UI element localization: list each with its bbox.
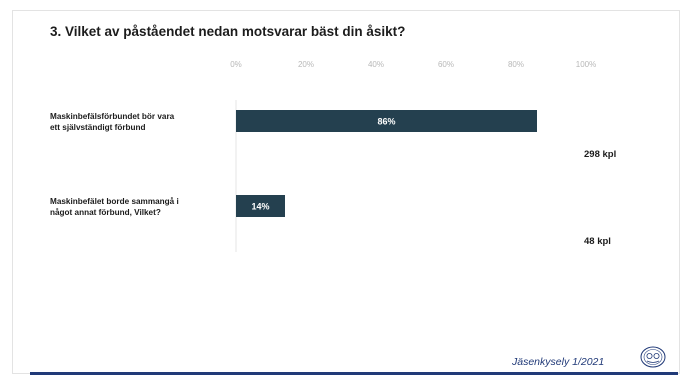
data-label: 86% [377,117,395,127]
category-label: ett självständigt förbund [50,123,146,132]
x-tick-label: 100% [576,60,596,69]
category-label: Maskinbefälsförbundet bör vara [50,112,175,121]
page-title: 3. Vilket av påståendet nedan motsvarar … [50,24,406,39]
footer-survey-label: Jäsenkysely 1/2021 [512,356,605,368]
data-label: 14% [251,202,269,212]
category-label: något annat förbund, Vilket? [50,207,161,217]
x-tick-label: 40% [368,60,384,69]
response-count: 298 kpl [584,149,616,160]
x-tick-label: 80% [508,60,524,69]
union-emblem-icon [640,346,666,368]
x-tick-label: 20% [298,60,314,69]
bar [236,195,285,217]
footer-divider [30,372,678,375]
x-tick-label: 60% [438,60,454,69]
bar [236,110,537,132]
response-count: 48 kpl [584,236,611,247]
category-label: Maskinbefälet borde sammangå i [50,196,179,206]
x-tick-label: 0% [230,60,242,69]
